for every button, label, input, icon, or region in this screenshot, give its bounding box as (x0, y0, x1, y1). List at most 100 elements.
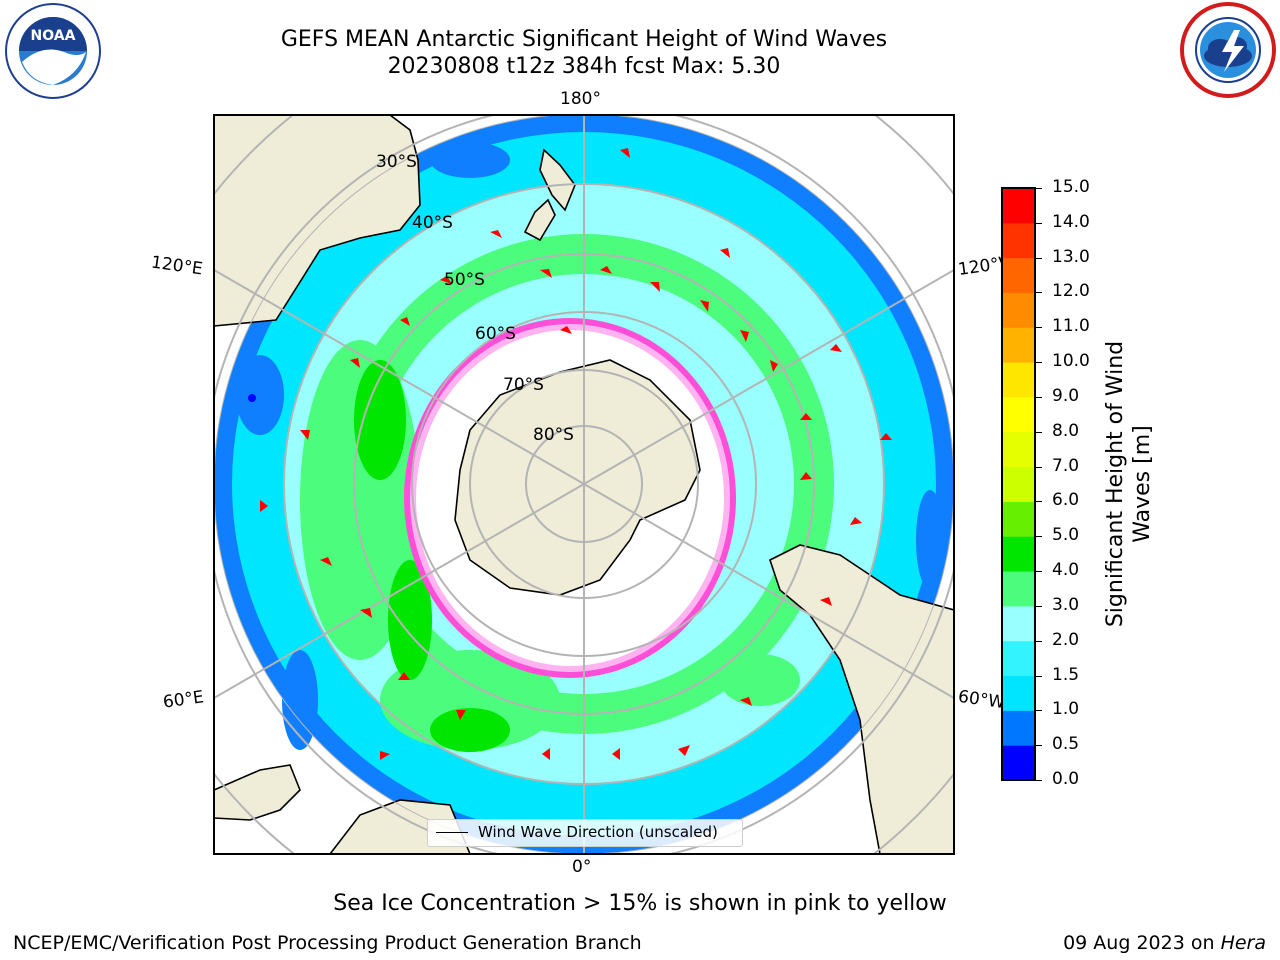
colorbar-segment (1002, 222, 1035, 259)
colorbar-tick-mark (1036, 188, 1042, 189)
colorbar-segment (1002, 745, 1035, 781)
colorbar-label: Significant Height of Wind Waves [m] (1102, 294, 1158, 674)
wind-arrow (560, 326, 572, 334)
sea-ice-note: Sea Ice Concentration > 15% is shown in … (333, 891, 947, 916)
colorbar-tick-mark (1036, 362, 1042, 364)
colorbar-tick-label: 11.0 (1052, 316, 1090, 337)
colorbar-tick-mark (1036, 536, 1042, 538)
colorbar-tick-label: 12.0 (1052, 281, 1090, 302)
colorbar-label-line-1: Significant Height of Wind (1103, 340, 1128, 628)
wind-arrow (350, 358, 360, 368)
latitude-label-80s: 80°S (533, 425, 574, 445)
colorbar-tick-label: 1.5 (1052, 664, 1080, 685)
colorbar-tick-label: 4.0 (1052, 560, 1080, 581)
colorbar-tick-mark (1036, 466, 1042, 468)
wind-arrow (300, 430, 310, 440)
colorbar-tick-mark (1036, 780, 1042, 781)
colorbar-segment (1002, 640, 1035, 677)
wind-arrow (880, 433, 892, 440)
wind-arrow (740, 330, 749, 342)
latitude-label-70s: 70°S (503, 375, 544, 395)
wind-arrow (700, 300, 709, 312)
colorbar-tick-mark (1036, 431, 1042, 433)
map-frame (213, 114, 955, 855)
wind-arrow (440, 276, 452, 284)
wind-arrow (400, 317, 410, 326)
wind-arrow (542, 748, 550, 760)
wind-arrow (380, 751, 390, 760)
colorbar-tick-label: 0.5 (1052, 734, 1080, 755)
colorbar-tick-mark (1036, 396, 1042, 398)
graticule (214, 115, 954, 854)
wind-arrow (612, 748, 620, 760)
colorbar-segment (1002, 675, 1035, 711)
colorbar-tick-label: 6.0 (1052, 490, 1080, 511)
colorbar-segment (1002, 466, 1035, 502)
colorbar-tick-label: 13.0 (1052, 246, 1090, 267)
wind-arrow (800, 413, 812, 420)
meridian-label-180: 180° (560, 89, 601, 109)
colorbar-tick-mark (1036, 222, 1042, 224)
colorbar-tick-mark (1036, 605, 1042, 607)
latitude-label-50s: 50°S (444, 270, 485, 290)
colorbar-tick-label: 2.0 (1052, 629, 1080, 650)
colorbar-ticks: 0.0 0.5 1.0 1.5 2.0 3.0 4.0 5.0 6.0 7.0 8.0 9.0 10.0… (1036, 177, 1096, 789)
colorbar-tick-mark (1036, 501, 1042, 503)
colorbar-tick-mark (1036, 640, 1042, 642)
colorbar-tick-label: 10.0 (1052, 351, 1090, 372)
colorbar-tick-mark (1036, 292, 1042, 294)
colorbar-tick-label: 1.0 (1052, 699, 1080, 720)
legend-line (436, 832, 468, 833)
colorbar (1001, 187, 1036, 781)
wind-arrow (490, 230, 502, 238)
wind-arrow (360, 608, 372, 618)
wind-arrow (800, 472, 812, 480)
colorbar-tick-mark (1036, 710, 1042, 712)
nws-logo (1180, 2, 1276, 98)
colorbar-segment (1002, 501, 1035, 537)
date-line: 09 Aug 2023 on Hera (1063, 932, 1266, 954)
wind-arrow (320, 557, 332, 566)
colorbar-segment (1002, 536, 1035, 572)
credit-line: NCEP/EMC/Verification Post Processing Pr… (13, 932, 642, 954)
machine-name: Hera (1220, 932, 1266, 954)
colorbar-tick-label: 5.0 (1052, 525, 1080, 546)
wind-arrow (830, 344, 842, 352)
latitude-label-30s: 30°S (376, 152, 417, 172)
wind-arrow (850, 517, 862, 525)
colorbar-tick-mark (1036, 675, 1042, 677)
colorbar-segment (1002, 710, 1035, 746)
title-line-2: 20230808 t12z 384h fcst Max: 5.30 (387, 54, 781, 79)
wind-arrow (720, 248, 730, 258)
wind-arrow (650, 282, 660, 292)
wind-arrow (456, 710, 466, 720)
date-text: 09 Aug 2023 on (1063, 932, 1215, 954)
wind-arrow (398, 672, 410, 680)
colorbar-tick-label: 15.0 (1052, 177, 1090, 197)
legend-label: Wind Wave Direction (unscaled) (478, 823, 718, 841)
colorbar-tick-mark (1036, 745, 1042, 747)
colorbar-segment (1002, 362, 1035, 398)
colorbar-segment (1002, 257, 1035, 293)
wind-arrow (620, 148, 630, 158)
colorbar-segment (1002, 396, 1035, 433)
colorbar-tick-mark (1036, 327, 1042, 329)
wind-arrow (600, 266, 612, 274)
colorbar-tick-mark (1036, 571, 1042, 573)
colorbar-label-line-2: Waves [m] (1130, 425, 1155, 543)
colorbar-segment (1002, 292, 1035, 328)
wind-arrow (678, 745, 690, 756)
colorbar-tick-mark (1036, 257, 1042, 259)
title-line-1: GEFS MEAN Antarctic Significant Height o… (280, 27, 888, 52)
latitude-label-60s: 60°S (475, 324, 516, 344)
wind-arrow (820, 597, 832, 606)
colorbar-segment (1002, 327, 1035, 363)
latitude-label-40s: 40°S (412, 213, 453, 233)
noaa-logo-text: NOAA (31, 28, 76, 44)
colorbar-tick-label: 7.0 (1052, 455, 1080, 476)
colorbar-segment (1002, 188, 1035, 224)
wind-arrow (260, 500, 268, 512)
wind-arrow (770, 360, 778, 372)
colorbar-tick-label: 3.0 (1052, 594, 1080, 615)
